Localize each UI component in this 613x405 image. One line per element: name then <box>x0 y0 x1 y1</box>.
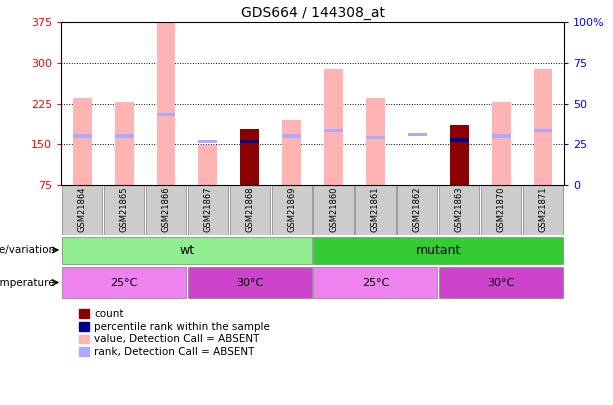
Bar <box>73 134 92 138</box>
Text: genotype/variation: genotype/variation <box>0 245 55 255</box>
Text: GSM21866: GSM21866 <box>161 186 170 232</box>
Bar <box>324 69 343 185</box>
Bar <box>62 267 186 298</box>
Bar <box>313 237 563 264</box>
Bar <box>115 134 134 138</box>
Bar <box>313 185 354 235</box>
Bar <box>188 185 228 235</box>
Text: 25°C: 25°C <box>362 277 389 288</box>
Bar <box>199 140 218 143</box>
Bar <box>115 102 134 185</box>
Bar <box>282 120 301 185</box>
Bar <box>104 185 144 235</box>
Bar <box>146 185 186 235</box>
Text: GSM21860: GSM21860 <box>329 186 338 232</box>
Bar <box>439 185 479 235</box>
Bar <box>450 138 469 141</box>
Bar <box>397 185 438 235</box>
Text: 30°C: 30°C <box>487 277 515 288</box>
Text: GSM21865: GSM21865 <box>120 186 129 232</box>
Bar <box>230 185 270 235</box>
Text: GSM21864: GSM21864 <box>78 186 87 232</box>
Bar <box>240 140 259 143</box>
Bar <box>366 136 385 139</box>
Bar <box>356 185 395 235</box>
Bar <box>324 129 343 132</box>
Bar <box>156 113 175 116</box>
Bar <box>240 129 259 185</box>
Bar <box>408 133 427 136</box>
Title: GDS664 / 144308_at: GDS664 / 144308_at <box>241 6 384 19</box>
Text: GSM21870: GSM21870 <box>497 186 506 232</box>
Bar <box>62 237 312 264</box>
Bar <box>439 267 563 298</box>
Bar <box>313 267 438 298</box>
Text: 30°C: 30°C <box>236 277 264 288</box>
Text: GSM21868: GSM21868 <box>245 186 254 232</box>
Bar <box>450 137 469 141</box>
Bar <box>156 22 175 185</box>
Text: GSM21862: GSM21862 <box>413 186 422 232</box>
Bar <box>73 98 92 185</box>
Bar <box>533 69 552 185</box>
Text: GSM21871: GSM21871 <box>538 186 547 232</box>
Text: GSM21863: GSM21863 <box>455 186 464 232</box>
Bar <box>188 267 312 298</box>
Text: wt: wt <box>180 243 194 256</box>
Bar <box>481 185 521 235</box>
Bar <box>282 134 301 138</box>
Bar <box>199 145 218 185</box>
Text: GSM21869: GSM21869 <box>287 186 296 232</box>
Bar <box>450 125 469 185</box>
Bar <box>62 185 102 235</box>
Text: mutant: mutant <box>416 243 461 256</box>
Legend: count, percentile rank within the sample, value, Detection Call = ABSENT, rank, : count, percentile rank within the sample… <box>78 309 270 357</box>
Bar <box>366 98 385 185</box>
Text: 25°C: 25°C <box>110 277 138 288</box>
Text: GSM21867: GSM21867 <box>204 186 213 232</box>
Text: GSM21861: GSM21861 <box>371 186 380 232</box>
Bar <box>492 102 511 185</box>
Bar <box>523 185 563 235</box>
Text: temperature: temperature <box>0 277 55 288</box>
Bar <box>272 185 312 235</box>
Bar <box>492 134 511 138</box>
Bar <box>533 129 552 132</box>
